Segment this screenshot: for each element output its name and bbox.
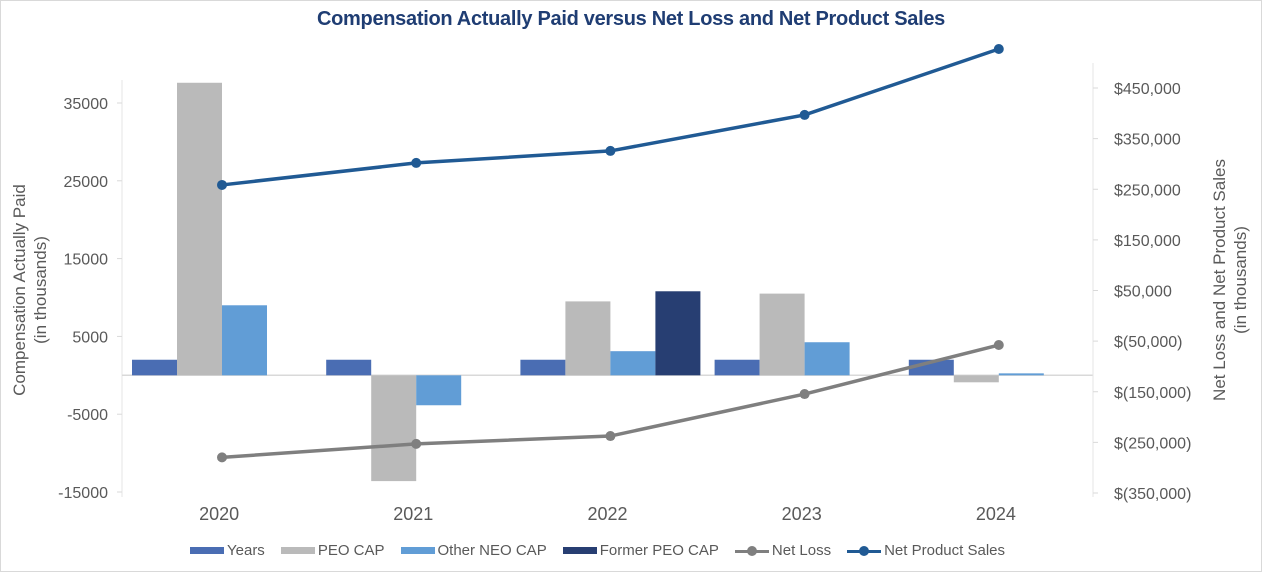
right-tick-label: $(150,000) xyxy=(1114,385,1191,402)
category-label: 2021 xyxy=(393,504,433,524)
chart-title: Compensation Actually Paid versus Net Lo… xyxy=(316,8,945,30)
legend-item-net-loss: Net Loss xyxy=(734,542,832,559)
right-axis-title-line2: (in thousands) xyxy=(1231,226,1250,334)
bar-peo-cap-2020 xyxy=(177,82,222,376)
bar-former-peo-cap-2022 xyxy=(655,291,701,376)
left-tick-label: -5000 xyxy=(67,407,108,424)
legend-swatch-former-peo-cap xyxy=(562,547,597,554)
left-tick-label: 5000 xyxy=(72,329,108,346)
point-net-product-sales-2022 xyxy=(605,145,616,156)
legend-item-other-neo-cap: Other NEO CAP xyxy=(400,542,547,559)
bar-other-neo-cap-2024 xyxy=(998,373,1044,376)
legend-label-years: Years xyxy=(227,542,265,559)
category-label: 2022 xyxy=(587,504,627,524)
legend-item-net-product-sales: Net Product Sales xyxy=(847,542,1005,559)
right-tick-label: $150,000 xyxy=(1114,233,1181,250)
legend-label-net-product-sales: Net Product Sales xyxy=(884,542,1005,559)
legend-label-former-peo-cap: Former PEO CAP xyxy=(599,542,719,559)
bar-other-neo-cap-2022 xyxy=(610,351,656,376)
right-tick-label: $450,000 xyxy=(1114,81,1181,98)
bar-other-neo-cap-2023 xyxy=(804,342,850,376)
bars-group xyxy=(132,82,1044,482)
legend-swatch-other-neo-cap xyxy=(400,547,435,554)
legend-label-peo-cap: PEO CAP xyxy=(317,542,385,559)
legend-item-former-peo-cap: Former PEO CAP xyxy=(562,542,719,559)
right-tick-label: $250,000 xyxy=(1114,182,1181,199)
bar-years-2020 xyxy=(132,359,177,376)
right-tick-label: $(50,000) xyxy=(1114,334,1183,351)
lines-group xyxy=(217,44,1004,463)
point-net-product-sales-2020 xyxy=(217,179,227,190)
bar-peo-cap-2022 xyxy=(565,301,611,376)
left-tick-label: 25000 xyxy=(64,174,109,191)
legend-label-other-neo-cap: Other NEO CAP xyxy=(437,542,547,559)
bar-other-neo-cap-2020 xyxy=(222,305,267,376)
point-net-product-sales-2024 xyxy=(993,44,1004,55)
bar-peo-cap-2023 xyxy=(759,293,805,376)
bar-years-2021 xyxy=(326,359,372,376)
right-tick-label: $(350,000) xyxy=(1114,486,1191,503)
category-label: 2020 xyxy=(199,504,239,524)
bar-other-neo-cap-2021 xyxy=(416,375,462,406)
left-tick-label: -15000 xyxy=(58,485,108,502)
left-tick-label: 35000 xyxy=(64,96,109,113)
category-label: 2023 xyxy=(782,504,822,524)
point-net-loss-2024 xyxy=(993,340,1004,351)
right-tick-label: $(250,000) xyxy=(1114,435,1191,452)
point-net-loss-2020 xyxy=(217,452,227,463)
point-net-loss-2021 xyxy=(411,438,422,449)
left-tick-label: 15000 xyxy=(64,252,109,269)
left-axis-title-line2: (in thousands) xyxy=(31,236,50,344)
legend-item-peo-cap: PEO CAP xyxy=(280,542,385,559)
bar-peo-cap-2024 xyxy=(953,375,999,383)
right-tick-label: $50,000 xyxy=(1114,284,1172,301)
right-axis-title-line1: Net Loss and Net Product Sales xyxy=(1210,159,1229,401)
legend-item-years: Years xyxy=(190,542,265,559)
legend-marker-net-loss xyxy=(734,545,769,556)
point-net-loss-2022 xyxy=(605,431,616,442)
right-tick-label: $350,000 xyxy=(1114,132,1181,149)
point-net-product-sales-2021 xyxy=(411,157,422,168)
line-net-product-sales xyxy=(221,47,1000,187)
category-label: 2024 xyxy=(976,504,1016,524)
category-axis: 2020 2021 2022 2023 2024 xyxy=(199,504,1016,524)
legend-swatch-years xyxy=(190,547,224,554)
left-axis-title-line1: Compensation Actually Paid xyxy=(10,184,29,396)
bar-peo-cap-2021 xyxy=(371,375,417,482)
legend-label-net-loss: Net Loss xyxy=(771,542,832,559)
point-net-product-sales-2023 xyxy=(799,109,810,120)
bar-years-2023 xyxy=(714,359,760,376)
right-axis: $450,000 $350,000 $250,000 $150,000 $50,000 $… xyxy=(1092,63,1191,503)
legend-marker-net-product-sales xyxy=(847,545,882,556)
legend-swatch-peo-cap xyxy=(280,547,315,554)
point-net-loss-2023 xyxy=(799,389,810,400)
bar-years-2022 xyxy=(520,359,566,376)
legend: Years PEO CAP Other NEO CAP Former PEO C… xyxy=(190,542,1021,559)
